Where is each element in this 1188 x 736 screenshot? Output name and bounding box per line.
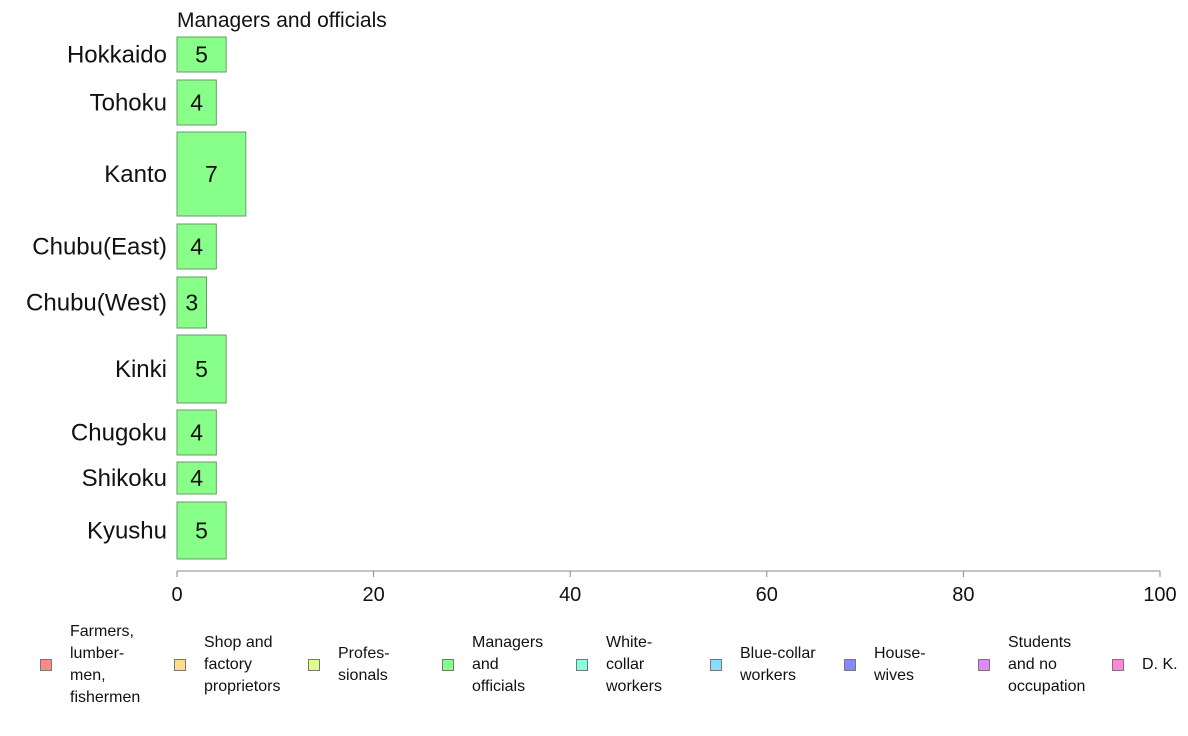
x-tick-label: 100 [1143, 584, 1176, 606]
legend-label: Managers and officials [472, 634, 544, 695]
legend-swatch [710, 659, 722, 671]
x-tick-label: 0 [171, 584, 182, 606]
legend-label: House- wives [874, 645, 926, 684]
bar-value-label: 4 [190, 234, 203, 260]
legend-item: White- collar workers [576, 620, 662, 710]
bar-kanto [176, 131, 247, 217]
bar-tohoku [176, 79, 217, 126]
bar-shikoku [176, 461, 217, 495]
legend-label: Students and no occupation [1008, 634, 1086, 695]
legend-label: D. K. [1142, 656, 1178, 673]
bar-value-label: 3 [185, 290, 198, 316]
category-label: Tohoku [90, 90, 167, 117]
bar-value-label: 4 [190, 90, 203, 116]
legend-item: Students and no occupation [978, 620, 1085, 710]
bar-value-label: 5 [195, 518, 208, 544]
chart-title: Managers and officials [177, 9, 387, 32]
category-label: Kinki [115, 356, 167, 383]
legend-swatch [442, 659, 454, 671]
x-tick-label: 40 [559, 584, 581, 606]
category-label: Chubu(West) [26, 290, 167, 317]
bar-kinki [176, 334, 227, 404]
x-tick-label: 60 [756, 584, 778, 606]
legend-label: Blue-collar workers [740, 645, 816, 684]
legend-item: Shop and factory proprietors [174, 620, 280, 710]
category-label: Hokkaido [67, 42, 167, 69]
legend-swatch [978, 659, 990, 671]
legend-swatch [1112, 659, 1124, 671]
legend: Farmers, lumber- men, fishermen Shop and … [0, 620, 1188, 730]
bar-value-label: 5 [195, 42, 208, 68]
legend-label: Farmers, lumber- men, fishermen [70, 623, 141, 706]
bar-hokkaido [176, 36, 227, 73]
category-label: Kanto [104, 161, 167, 188]
legend-swatch [40, 659, 52, 671]
bar-chubu-west- [176, 276, 207, 329]
legend-swatch [174, 659, 186, 671]
legend-item: Blue-collar workers [710, 620, 816, 710]
legend-item: Profes- sionals [308, 620, 390, 710]
category-label: Chubu(East) [32, 234, 167, 261]
bars-layer: 5 Hokkaido 4 Tohoku 7 Kanto 4 Chubu(East) 3 Chubu… [26, 36, 247, 560]
legend-label: Shop and factory proprietors [204, 634, 281, 695]
legend-item: Managers and officials [442, 620, 543, 710]
category-label: Shikoku [82, 465, 167, 492]
bar-value-label: 7 [205, 161, 218, 187]
x-tick-label: 80 [952, 584, 974, 606]
x-tick-label: 20 [362, 584, 384, 606]
bar-value-label: 4 [190, 465, 203, 491]
bar-chugoku [176, 409, 217, 456]
x-axis: 0 20 40 60 80 100 [171, 570, 1177, 606]
legend-label: Profes- sionals [338, 645, 390, 684]
legend-item: D. K. [1112, 620, 1178, 710]
legend-item: Farmers, lumber- men, fishermen [40, 620, 140, 710]
legend-swatch [576, 659, 588, 671]
category-label: Chugoku [71, 420, 167, 447]
legend-swatch [308, 659, 320, 671]
bar-value-label: 4 [190, 420, 203, 446]
bar-chart: Managers and officials 5 Hokkaido 4 Tohoku 7… [26, 9, 1177, 606]
legend-swatch [844, 659, 856, 671]
legend-label: White- collar workers [606, 634, 663, 695]
bar-value-label: 5 [195, 356, 208, 382]
legend-item: House- wives [844, 620, 926, 710]
bar-chubu-east- [176, 223, 217, 270]
category-label: Kyushu [87, 518, 167, 545]
bar-kyushu [176, 501, 227, 560]
